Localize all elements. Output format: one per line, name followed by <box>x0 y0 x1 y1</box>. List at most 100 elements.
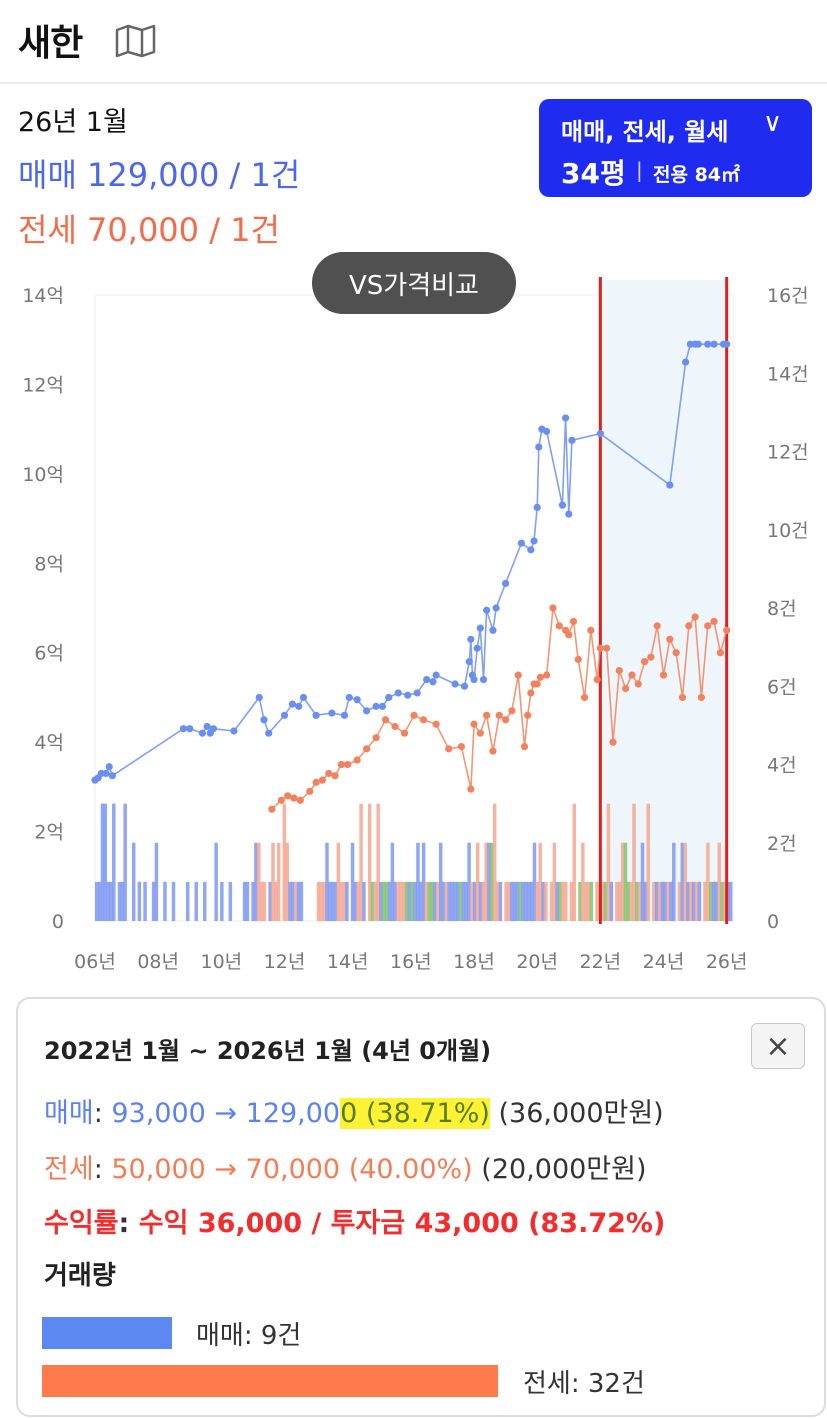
volume-bar <box>382 881 386 921</box>
jeonse-price-point <box>659 671 668 679</box>
jeonse-price-point <box>524 711 532 719</box>
volume-bar <box>495 881 500 921</box>
volume-bar <box>458 881 463 921</box>
y-right-tick-label: 2건 <box>767 833 797 855</box>
volume-bar <box>555 881 559 921</box>
jeonse-price-point <box>381 716 390 724</box>
y-left-tick-label: 2억 <box>34 822 64 844</box>
jeonse-price-point <box>501 716 510 724</box>
volume-bar <box>214 842 218 921</box>
selection-band <box>600 280 727 921</box>
volume-bar <box>333 881 338 921</box>
y-right-tick-label: 0 <box>767 911 779 933</box>
map-icon[interactable] <box>114 24 158 58</box>
volume-bar <box>387 881 392 921</box>
sale-price-point <box>363 707 371 715</box>
sale-volume-bar <box>42 1317 172 1349</box>
y-left-tick-label: 12억 <box>22 374 64 396</box>
sale-price-point <box>489 626 497 634</box>
volume-bar <box>558 881 562 921</box>
jeonse-price-point <box>312 778 320 786</box>
x-tick-label: 10년 <box>201 951 243 973</box>
volume-bar <box>629 881 633 921</box>
jeonse-price-point <box>549 604 557 612</box>
volume-bar <box>316 881 321 921</box>
jeonse-price-point <box>704 622 712 630</box>
volume-bar <box>660 881 665 921</box>
jeonse-price-point <box>574 655 582 664</box>
sale-price-point <box>451 680 459 688</box>
sale-price-point <box>470 675 478 684</box>
volume-bar <box>456 881 460 921</box>
volume-bar <box>524 881 528 921</box>
volume-bar <box>291 881 295 921</box>
vs-price-compare-button[interactable]: VS가격비교 <box>312 252 516 314</box>
jeonse-change-value: 50,000 → 70,000 (40.00%) <box>102 1154 473 1185</box>
close-button[interactable]: × <box>751 1023 805 1069</box>
volume-bar <box>220 881 224 921</box>
volume-bar <box>538 842 542 921</box>
volume-bar <box>666 881 670 921</box>
jeonse-price-point <box>400 729 409 737</box>
sale-price-point <box>723 340 731 348</box>
jeonse-price-point <box>569 617 578 626</box>
volume-bar <box>430 881 434 921</box>
volume-bar <box>407 881 412 921</box>
volume-bar <box>450 881 454 921</box>
volume-bar <box>131 842 136 921</box>
y-left-tick-label: 4억 <box>34 732 64 754</box>
volume-bar <box>586 881 591 921</box>
volume-bar <box>103 803 108 921</box>
volume-bar <box>376 803 380 921</box>
sale-colon: : <box>93 1098 103 1129</box>
volume-bar <box>720 881 724 921</box>
return-label: 수익률 <box>44 1208 119 1239</box>
volume-bar <box>353 881 358 921</box>
volume-bar <box>288 881 292 921</box>
volume-bar <box>504 881 508 921</box>
sale-price-point <box>517 539 525 547</box>
volume-bar <box>203 881 207 921</box>
volume-bar <box>632 803 636 921</box>
jeonse-price-point <box>723 626 731 634</box>
sale-price-point <box>568 436 576 444</box>
volume-bar <box>467 842 471 921</box>
jeonse-price-point <box>609 738 617 746</box>
volume-bar <box>507 881 511 921</box>
pyeong-label: 34평 <box>561 157 626 190</box>
volume-bar <box>112 803 116 921</box>
y-left-tick-label: 0 <box>52 911 64 933</box>
volume-bar <box>299 881 304 921</box>
jeonse-price-point <box>533 680 541 688</box>
jeonse-price-point <box>666 635 674 643</box>
volume-bar <box>510 881 514 921</box>
jeonse-price-point <box>277 796 285 804</box>
volume-bar <box>123 803 127 921</box>
volume-bar <box>635 881 639 921</box>
volume-bar <box>401 881 406 921</box>
volume-bar <box>680 842 685 921</box>
volume-bar <box>487 842 491 921</box>
volume-bar <box>293 881 298 921</box>
sale-price-point <box>288 700 297 708</box>
x-tick-label: 20년 <box>516 951 558 973</box>
sale-price-point <box>394 689 402 697</box>
volume-bar <box>106 881 110 921</box>
volume-bar <box>569 881 574 921</box>
volume-bar <box>151 881 156 921</box>
volume-bar <box>285 842 289 921</box>
sale-price-point <box>479 675 488 684</box>
y-left-tick-label: 8억 <box>34 553 64 575</box>
sale-price-point <box>476 624 484 632</box>
volume-bar <box>473 881 477 921</box>
jeonse-price-point <box>678 693 687 702</box>
sale-price-point <box>467 635 475 643</box>
volume-bar <box>433 881 437 921</box>
trade-type-filter-button[interactable]: 매매, 전세, 월세 ∨ 34평 | 전용 84㎡ <box>539 99 812 197</box>
sale-price-point <box>372 702 380 710</box>
volume-bar <box>478 881 483 921</box>
price-chart[interactable]: 0 2억 4억 6억 8억 10억 12억 14억 0 2건 4건 6건 8건 10건 12건 14건 16건 0… <box>0 270 827 990</box>
x-tick-label: 26년 <box>706 951 748 973</box>
jeonse-price-point <box>391 722 399 731</box>
y-right-tick-label: 12건 <box>767 442 809 464</box>
